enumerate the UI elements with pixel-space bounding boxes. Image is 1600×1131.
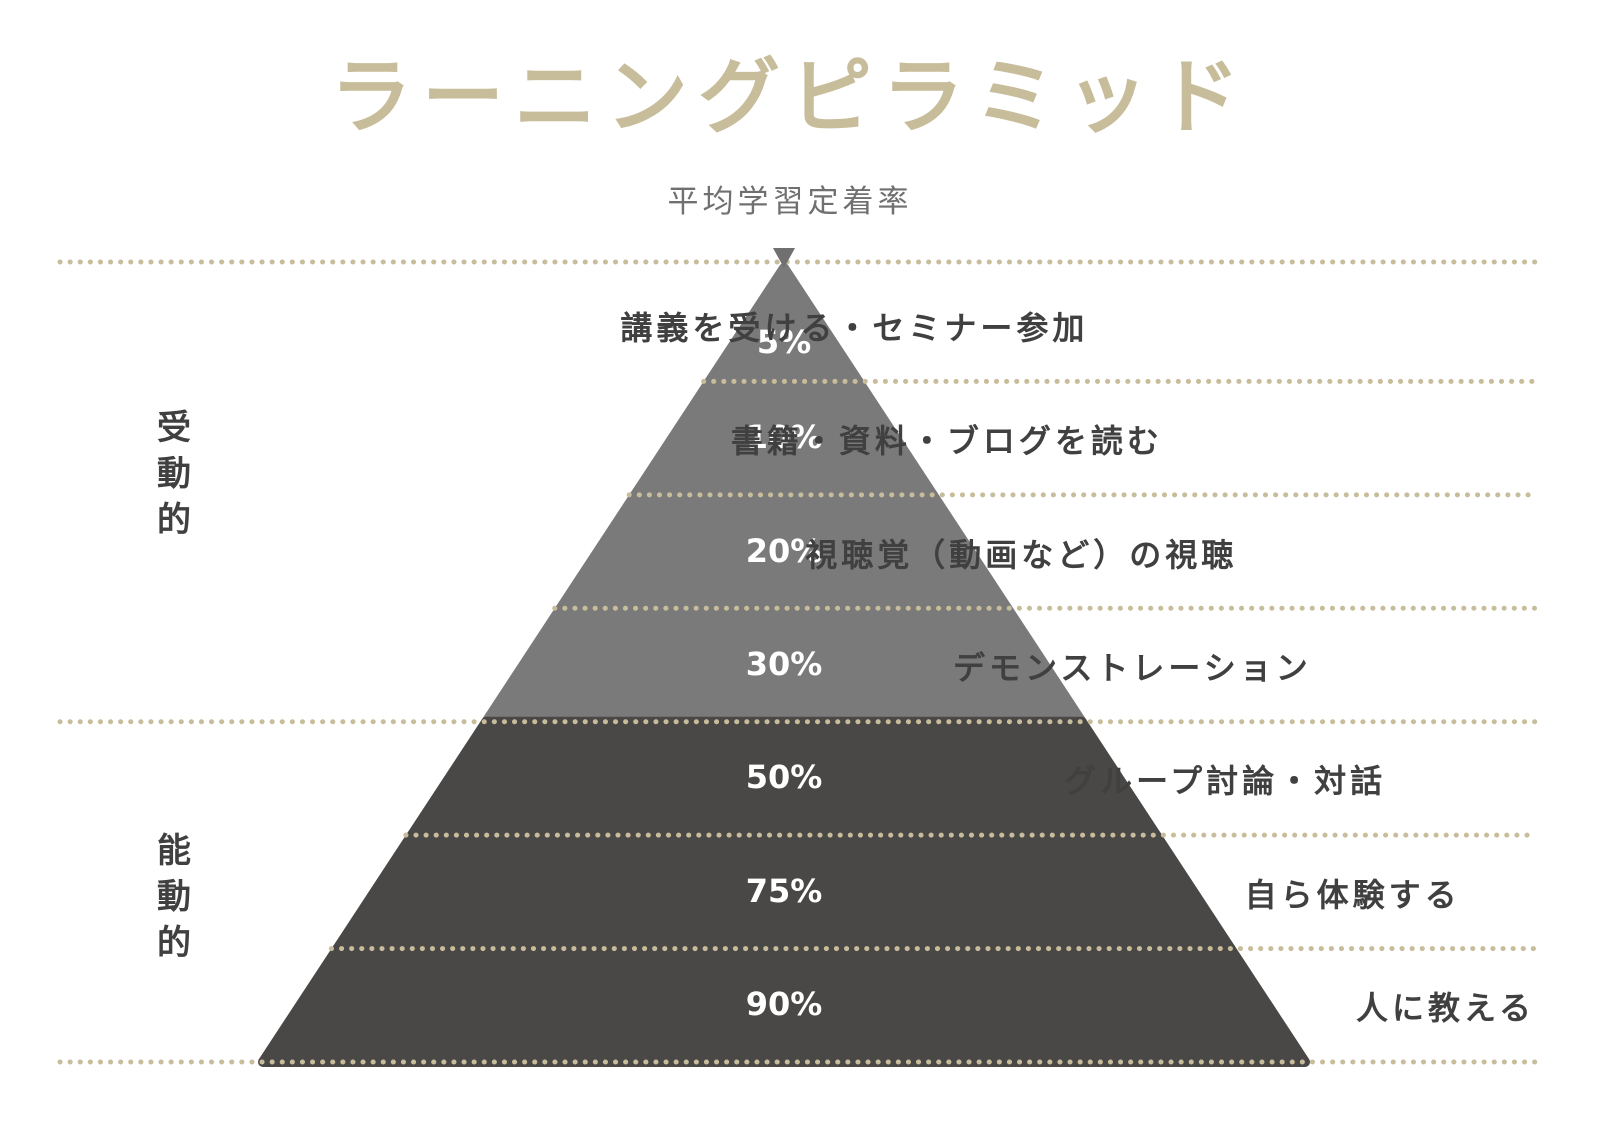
activity-label: 視聴覚（動画など）の視聴 (805, 535, 1238, 574)
retention-rate-label: 75% (745, 871, 823, 910)
activity-label: グループ討論・対話 (1064, 762, 1387, 801)
active-category-label: 能動的 (157, 831, 191, 963)
divider-lines (57, 259, 1538, 1065)
activity-label: 人に教える (1355, 989, 1535, 1028)
apex-pointer-icon (773, 248, 795, 268)
activity-label: 自ら体験する (1244, 875, 1461, 914)
pyramid-subtitle: 平均学習定着率 (667, 184, 913, 220)
retention-rate-label: 5% (756, 322, 812, 361)
retention-rate-label: 50% (745, 758, 823, 797)
activity-label: 講義を受ける・セミナー参加 (620, 308, 1089, 347)
passive-category-label: 受動的 (157, 408, 191, 540)
page-title: ラーニングピラミッド (329, 50, 1250, 145)
pyramid-layer-7 (258, 943, 1310, 1067)
retention-rate-label: 30% (745, 645, 823, 683)
retention-rate-label: 10% (745, 418, 823, 457)
retention-rate-label: 20% (745, 531, 823, 570)
activity-label: 書籍・資料・ブログを読む (730, 422, 1163, 461)
activity-label: デモンストレーション (952, 649, 1312, 687)
retention-rate-label: 90% (745, 985, 823, 1024)
